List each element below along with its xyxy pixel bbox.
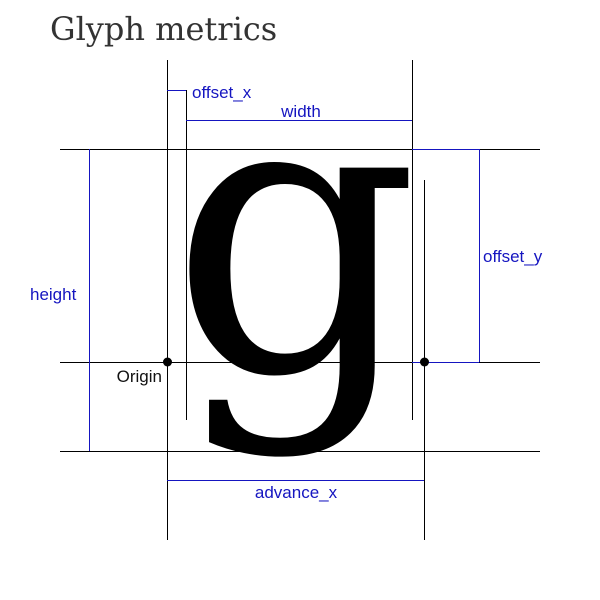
glyph-g: g (170, 8, 420, 462)
origin-label: Origin (117, 367, 162, 386)
offset-y-label: offset_y (483, 247, 543, 266)
width-label: width (280, 102, 321, 121)
offset-x-label: offset_x (192, 83, 252, 102)
height-label: height (30, 285, 77, 304)
advance-x-label: advance_x (255, 483, 338, 502)
origin-dot (163, 358, 172, 367)
advance-dot (420, 358, 429, 367)
